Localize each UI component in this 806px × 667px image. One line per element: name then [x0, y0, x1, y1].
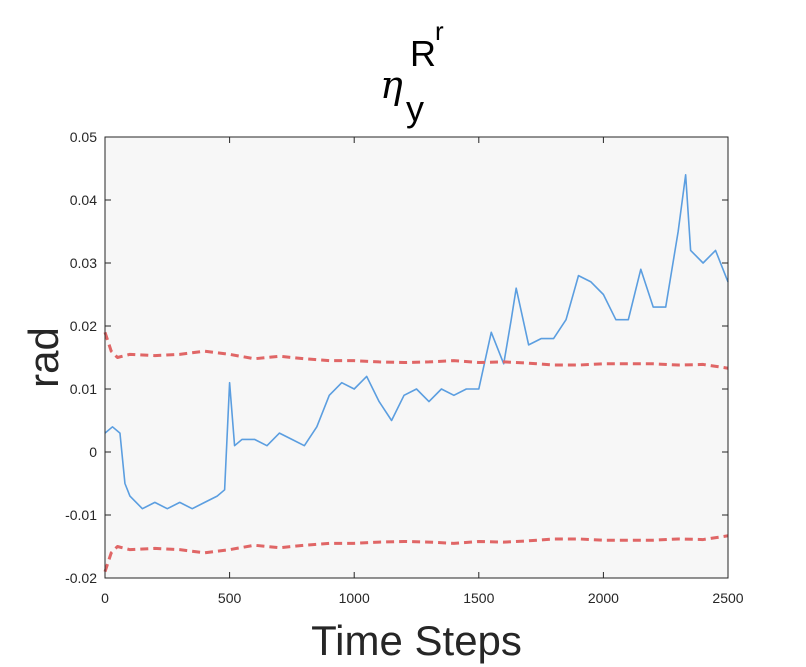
- series-layer: [103, 174, 729, 573]
- x-tick-label: 500: [218, 590, 242, 606]
- y-axis: -0.02 -0.01 0 0.01 0.02 0.03 0.04 0.05: [65, 129, 728, 586]
- x-tick-label: 1500: [463, 590, 494, 606]
- axes-box: [104, 136, 729, 579]
- series-line-2: [103, 331, 729, 370]
- chart-title: η y R r: [380, 16, 444, 129]
- title-symbol: η: [380, 63, 403, 107]
- x-tick-label: 2000: [588, 590, 619, 606]
- y-tick-label: -0.02: [65, 570, 97, 586]
- x-tick-label: 1000: [339, 590, 370, 606]
- y-tick-label: 0: [89, 444, 97, 460]
- series-line-1: [104, 174, 729, 510]
- y-tick-label: 0.04: [70, 192, 97, 208]
- x-tick-label: 2500: [712, 590, 743, 606]
- y-tick-label: 0.02: [70, 318, 97, 334]
- y-tick-label: 0.03: [70, 255, 97, 271]
- plot-area: [105, 137, 728, 578]
- x-tick-label: 0: [101, 590, 109, 606]
- x-axis: 0 500 1000 1500 2000 2500: [101, 137, 744, 606]
- title-superscript: R: [410, 33, 436, 74]
- series-line-3: [103, 534, 729, 573]
- y-axis-title: rad: [20, 327, 67, 388]
- title-super-superscript: r: [435, 16, 444, 46]
- y-tick-label: 0.05: [70, 129, 97, 145]
- y-tick-label: -0.01: [65, 507, 97, 523]
- y-tick-label: 0.01: [70, 381, 97, 397]
- x-axis-title: Time Steps: [311, 617, 522, 664]
- title-subscript: y: [406, 88, 424, 129]
